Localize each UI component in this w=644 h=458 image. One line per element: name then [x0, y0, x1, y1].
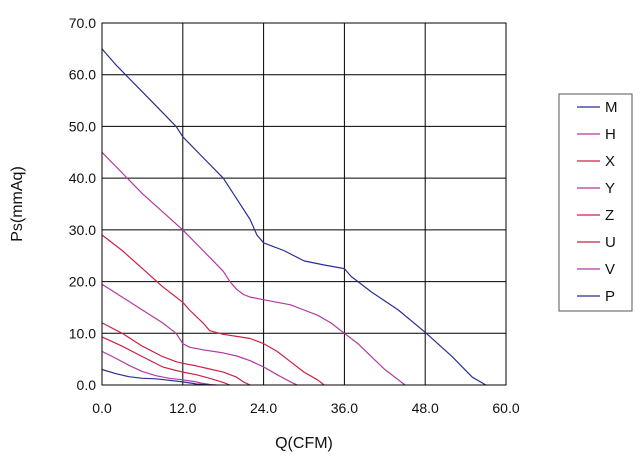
series-line-h	[101, 151, 406, 386]
series-line-m	[101, 48, 487, 386]
x-axis-label: Q(CFM)	[275, 435, 333, 452]
y-tick-label: 10.0	[69, 325, 96, 341]
y-tick-label: 50.0	[69, 118, 96, 134]
x-tick-label: 36.0	[331, 400, 358, 416]
y-tick-label: 70.0	[69, 15, 96, 31]
legend-label-y: Y	[605, 180, 615, 197]
x-tick-label: 0.0	[92, 400, 112, 416]
series-line-z	[101, 322, 251, 386]
y-tick-label: 20.0	[69, 274, 96, 290]
legend-label-p: P	[605, 288, 615, 305]
y-tick-label: 0.0	[77, 377, 97, 393]
legend-label-x: X	[605, 153, 615, 170]
x-tick-label: 24.0	[250, 400, 277, 416]
series-line-y	[101, 283, 298, 386]
legend-label-z: Z	[605, 207, 614, 224]
legend-label-m: M	[605, 99, 618, 116]
x-tick-label: 60.0	[492, 400, 519, 416]
series-line-x	[101, 234, 325, 386]
legend-label-u: U	[605, 234, 616, 251]
legend-label-v: V	[605, 261, 615, 278]
y-tick-label: 40.0	[69, 170, 96, 186]
series-line-v	[101, 350, 217, 386]
plot-frame	[101, 22, 507, 386]
grid	[101, 22, 507, 386]
series-line-u	[101, 336, 231, 386]
legend-label-h: H	[605, 126, 616, 143]
y-axis-label: Ps(mmAq)	[9, 166, 26, 242]
tick-labels: 0.0 12.0 24.0 36.0 48.0 60.0 0.0 10.0 20.0 30.0 40…	[69, 15, 520, 416]
x-tick-label: 48.0	[412, 400, 439, 416]
series-lines	[101, 48, 487, 386]
legend-box	[558, 93, 633, 312]
y-tick-label: 60.0	[69, 67, 96, 83]
y-tick-label: 30.0	[69, 222, 96, 238]
x-tick-label: 12.0	[169, 400, 196, 416]
series-line-p	[101, 368, 210, 386]
